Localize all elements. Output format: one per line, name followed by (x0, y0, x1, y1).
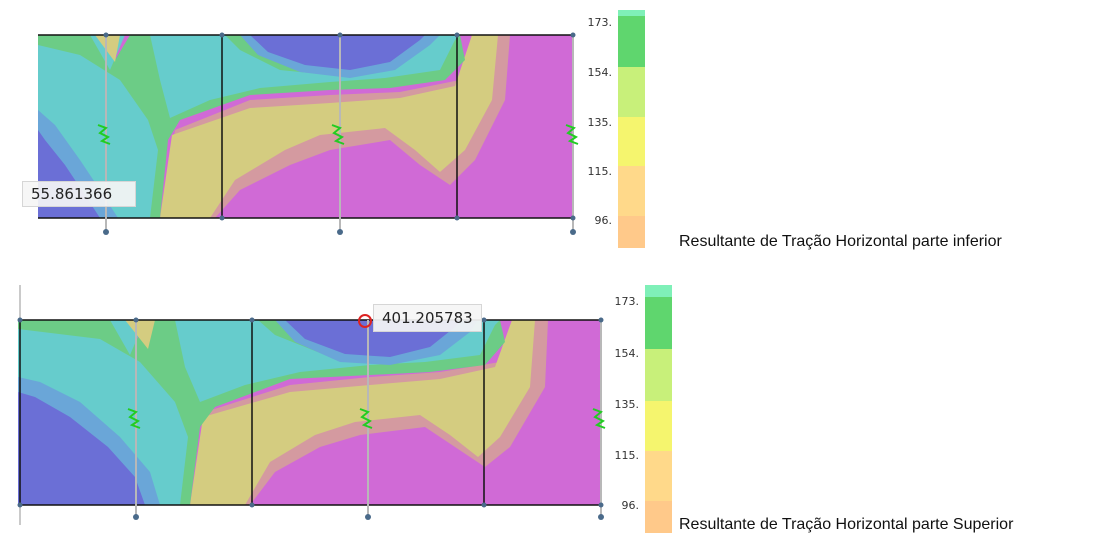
colorbar-label: 135. (588, 116, 613, 129)
contour-fill (18, 320, 601, 505)
colorbar-label: 173. (588, 16, 613, 29)
colorbar-label: 96. (622, 499, 640, 512)
contour-plot[interactable]: 173. 154. 135. 115. 96. (0, 267, 1098, 535)
colorbar-label: 96. (595, 214, 613, 227)
colorbar-label: 154. (588, 66, 613, 79)
spring-support-icon (97, 124, 579, 145)
mesh (18, 319, 602, 517)
colorbar: 173. 154. 135. 115. 96. (588, 10, 645, 248)
spring-support-icon (127, 408, 606, 429)
contour-panel-superior: 173. 154. 135. 115. 96. 401.205783 Resul… (0, 267, 1098, 535)
colorbar-label: 173. (615, 295, 640, 308)
mesh-nodes (17, 317, 604, 520)
colorbar-label: 115. (615, 449, 640, 462)
colorbar-label: 135. (615, 398, 640, 411)
probe-marker-icon[interactable] (358, 314, 372, 328)
colorbar-label: 115. (588, 165, 613, 178)
probe-value-text: 55.861366 (31, 185, 113, 203)
panel-caption: Resultante de Tração Horizontal parte Su… (679, 516, 1014, 533)
probe-value-tooltip: 401.205783 (373, 304, 482, 332)
panel-caption: Resultante de Tração Horizontal parte in… (679, 233, 1002, 250)
colorbar: 173. 154. 135. 115. 96. (615, 285, 672, 533)
colorbar-label: 154. (615, 347, 640, 360)
probe-value-text: 401.205783 (382, 309, 473, 327)
mesh-nodes (103, 32, 576, 235)
contour-panel-inferior: 173. 154. 135. 115. 96. 55.861366 Result… (0, 0, 1098, 268)
contour-plot[interactable]: 173. 154. 135. 115. 96. (0, 0, 1098, 268)
mesh (38, 34, 574, 232)
probe-value-tooltip: 55.861366 (22, 181, 136, 207)
